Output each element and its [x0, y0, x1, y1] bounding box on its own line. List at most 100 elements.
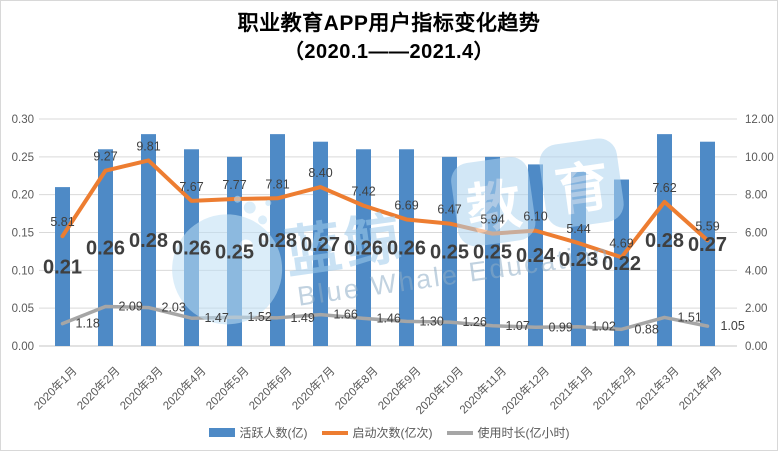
legend-item-active-users: 活跃人数(亿) — [208, 424, 308, 441]
value-label: 0.28 — [129, 230, 168, 252]
legend-item-launches: 启动次数(亿次) — [321, 424, 433, 441]
value-label: 1.52 — [248, 310, 272, 324]
value-label: 0.30 — [12, 114, 34, 126]
value-label: 1.26 — [463, 315, 487, 329]
legend-line-swatch-icon — [321, 430, 348, 435]
value-label: 0.25 — [473, 241, 512, 263]
bar-2020年8月 — [356, 149, 371, 346]
value-label: 5.94 — [480, 213, 504, 227]
value-label: 0.28 — [645, 230, 684, 252]
value-label: 0.26 — [387, 238, 426, 260]
value-label: 12.00 — [745, 114, 774, 126]
bar-2020年12月 — [528, 164, 543, 346]
launch-count-line — [60, 158, 710, 260]
bar-2020年6月 — [270, 134, 285, 346]
value-label: 5.81 — [50, 215, 74, 229]
value-label: 0.27 — [688, 234, 727, 256]
value-label: 0.27 — [301, 234, 340, 256]
x-tick-label: 2020年11月 — [457, 365, 510, 417]
bar-2020年2月 — [98, 149, 113, 346]
value-label: 0.88 — [635, 322, 659, 336]
x-tick-label: 2020年10月 — [414, 365, 467, 418]
value-label: 1.49 — [291, 311, 315, 325]
value-label: 0.00 — [745, 341, 767, 353]
value-label: 1.02 — [592, 320, 616, 334]
x-tick-label: 2020年6月 — [246, 365, 295, 413]
bar-2020年9月 — [399, 149, 414, 346]
value-label: 6.00 — [745, 228, 767, 240]
x-tick-label: 2020年5月 — [203, 365, 252, 413]
legend-label-active-users: 活跃人数(亿) — [239, 426, 308, 440]
value-label: 10.00 — [745, 152, 774, 164]
value-label: 9.27 — [93, 150, 117, 164]
value-label: 0.05 — [12, 303, 34, 315]
value-label: 1.47 — [205, 311, 229, 325]
value-label: 8.40 — [308, 166, 332, 180]
value-label: 0.99 — [549, 320, 573, 334]
value-label: 5.44 — [566, 222, 590, 236]
bar-2020年3月 — [141, 134, 156, 346]
x-tick-label: 2020年3月 — [117, 365, 166, 413]
value-label: 0.26 — [344, 238, 383, 260]
value-label: 9.81 — [136, 139, 160, 153]
value-label: 0.25 — [430, 241, 469, 263]
value-label: 7.67 — [179, 180, 203, 194]
value-label: 4.69 — [609, 236, 633, 250]
value-label: 0.23 — [559, 249, 598, 271]
value-label: 6.47 — [437, 203, 461, 217]
value-label: 1.51 — [678, 310, 702, 324]
watermark: 蓝鲸 教 育 Blue Whale Education — [155, 121, 732, 357]
x-tick-label: 2020年4月 — [160, 365, 209, 413]
legend-label-usage-hours: 使用时长(亿小时) — [477, 426, 570, 440]
usage-hours-line — [60, 304, 710, 332]
value-label: 0.25 — [12, 152, 34, 164]
value-label: 0.21 — [43, 257, 82, 279]
x-tick-label: 2020年9月 — [375, 365, 424, 413]
value-label: 2.09 — [119, 299, 143, 313]
legend: 活跃人数(亿) 启动次数(亿次) 使用时长(亿小时) — [1, 424, 777, 441]
value-label: 6.10 — [523, 210, 547, 224]
legend-bar-swatch-icon — [208, 428, 235, 437]
x-tick-label: 2021年4月 — [676, 365, 725, 413]
bar-2020年5月 — [227, 156, 242, 346]
value-label: 0.00 — [12, 341, 34, 353]
value-label: 1.07 — [506, 319, 530, 333]
watermark-caption: Blue Whale Education — [295, 238, 613, 312]
x-tick-label: 2021年2月 — [590, 365, 639, 413]
value-label: 7.42 — [351, 185, 375, 199]
value-label: 6.69 — [394, 198, 418, 212]
bar-2020年7月 — [313, 141, 328, 346]
bar-2021年3月 — [657, 134, 672, 346]
x-tick-label: 2020年7月 — [289, 365, 338, 413]
value-label: 0.26 — [86, 238, 125, 260]
bar-2020年10月 — [442, 156, 457, 346]
value-label: 1.05 — [721, 319, 745, 333]
value-label: 0.20 — [12, 190, 34, 202]
value-label: 0.28 — [258, 230, 297, 252]
value-label: 0.10 — [12, 265, 34, 277]
value-label: 0.15 — [12, 228, 34, 240]
legend-label-launches: 启动次数(亿次) — [352, 426, 433, 440]
watermark-tile-jiao: 教 — [448, 154, 538, 249]
value-label: 2.03 — [162, 301, 186, 315]
whale-icon — [172, 195, 283, 325]
value-label: 2.00 — [745, 303, 767, 315]
x-tick-label: 2021年1月 — [547, 365, 596, 413]
value-label: 7.81 — [265, 177, 289, 191]
value-label: 0.22 — [602, 253, 641, 275]
bar-2021年1月 — [571, 171, 586, 346]
value-label: 1.30 — [420, 314, 444, 328]
value-label: 1.66 — [334, 308, 358, 322]
chart-title-line1: 职业教育APP用户指标变化趋势 — [237, 12, 541, 35]
watermark-tile-yu: 育 — [537, 136, 627, 231]
value-label: 7.77 — [222, 178, 246, 192]
value-label: 5.59 — [695, 219, 719, 233]
x-tick-label: 2020年8月 — [332, 365, 381, 413]
x-tick-label: 2021年3月 — [633, 365, 682, 413]
value-label: 8.00 — [745, 190, 767, 202]
x-tick-label: 2020年2月 — [74, 365, 123, 413]
